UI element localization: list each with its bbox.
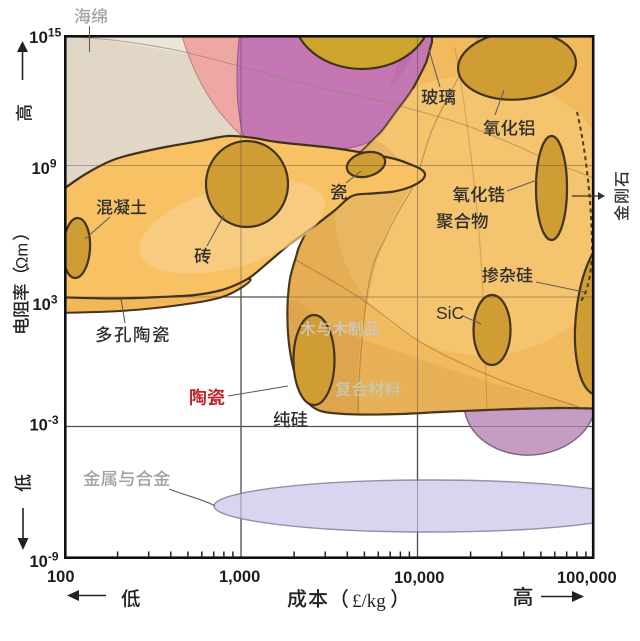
svg-text:100: 100 bbox=[47, 568, 75, 586]
svg-text:10,000: 10,000 bbox=[394, 569, 444, 587]
svg-text:1,000: 1,000 bbox=[219, 568, 260, 586]
svg-text:1015: 1015 bbox=[29, 26, 62, 48]
svg-text:10-3: 10-3 bbox=[30, 413, 59, 435]
svg-text:£/kg: £/kg bbox=[352, 591, 386, 612]
svg-text:109: 109 bbox=[32, 157, 57, 179]
svg-text:103: 103 bbox=[33, 293, 58, 315]
svg-text:100,000: 100,000 bbox=[557, 569, 617, 587]
svg-text:Ωm: Ωm bbox=[14, 243, 32, 269]
svg-text:SiC: SiC bbox=[436, 303, 464, 323]
